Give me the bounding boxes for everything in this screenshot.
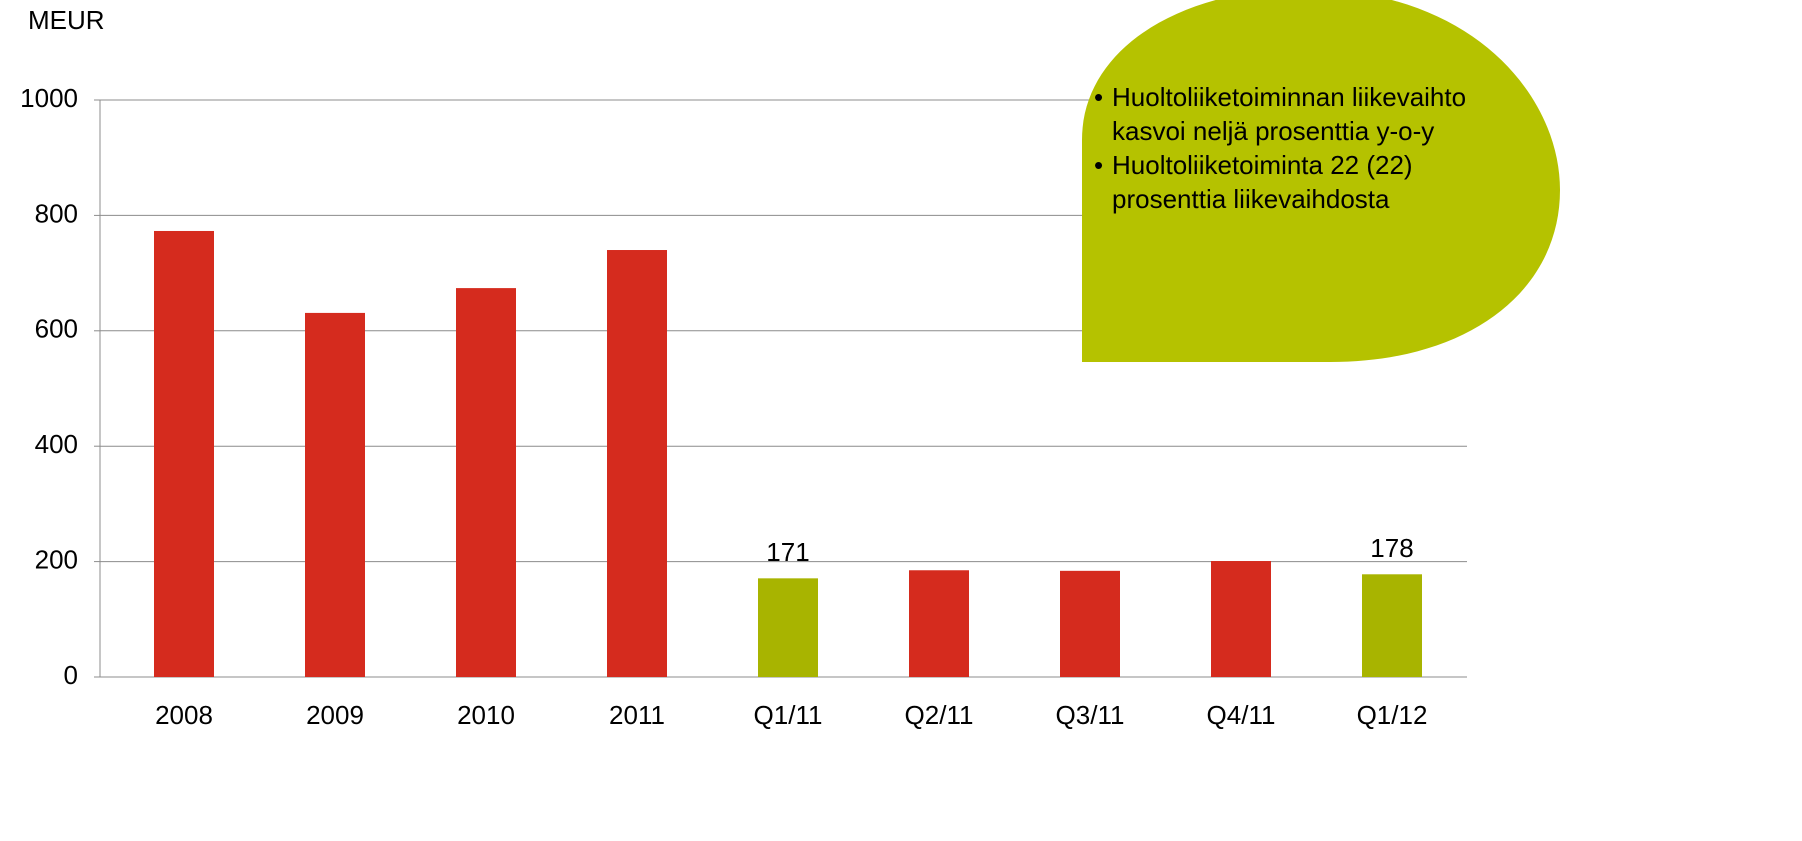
data-label: 178 [1370, 533, 1413, 563]
y-axis-label: MEUR [28, 5, 105, 35]
data-label: 171 [766, 537, 809, 567]
bar [758, 578, 818, 677]
annotation: Huoltoliiketoiminnan liikevaihto kasvoi … [1090, 80, 1520, 216]
bar [305, 312, 365, 677]
annotation-item: Huoltoliiketoiminnan liikevaihto kasvoi … [1090, 80, 1520, 148]
bar [1211, 561, 1271, 677]
x-tick-label: Q3/11 [1056, 700, 1125, 730]
bar [456, 288, 516, 677]
x-tick-label: Q2/11 [905, 700, 974, 730]
y-tick-label: 0 [64, 660, 78, 690]
y-tick-label: 600 [35, 314, 78, 344]
bar [154, 230, 214, 677]
y-tick-label: 800 [35, 198, 78, 228]
x-tick-label: Q4/11 [1207, 700, 1276, 730]
annotation-item: Huoltoliiketoiminta 22 (22) prosenttia l… [1090, 148, 1520, 216]
bar [607, 250, 667, 677]
bar [1362, 574, 1422, 677]
y-tick-label: 1000 [20, 83, 78, 113]
x-tick-label: 2010 [457, 700, 515, 730]
bar [1060, 570, 1120, 677]
bar [909, 570, 969, 677]
x-tick-label: Q1/12 [1357, 700, 1428, 730]
x-tick-label: 2009 [306, 700, 364, 730]
y-tick-label: 400 [35, 429, 78, 459]
x-tick-label: 2011 [609, 700, 665, 730]
x-tick-label: Q1/11 [754, 700, 823, 730]
x-tick-label: 2008 [155, 700, 213, 730]
y-tick-label: 200 [35, 544, 78, 574]
